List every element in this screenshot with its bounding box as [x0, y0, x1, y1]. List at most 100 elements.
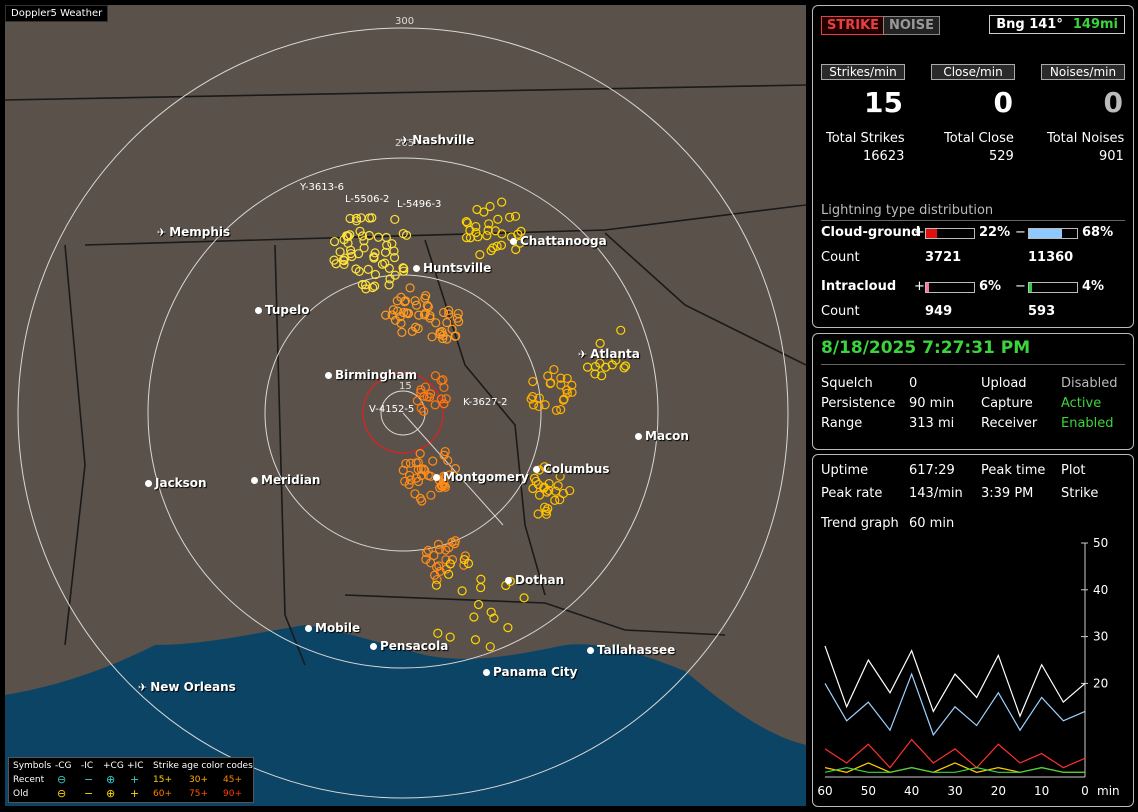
legend-age-code: 60+ — [153, 789, 172, 799]
uptime-label: Uptime — [821, 463, 869, 478]
legend-old-neg-ic-icon: − — [84, 787, 94, 800]
strike-marker — [412, 396, 422, 406]
cg-positive-pct: 22% — [979, 225, 1011, 240]
strike-marker — [443, 455, 453, 466]
strike-marker — [435, 329, 445, 339]
trend-panel: Uptime 617:29 Peak time Plot Peak rate 1… — [812, 454, 1134, 807]
bearing-readout: Bng 141° 149mi — [989, 15, 1125, 34]
strike-marker — [540, 502, 550, 512]
city-label: Memphis — [169, 225, 231, 239]
strike-marker — [450, 464, 460, 474]
strikes-per-min-button[interactable]: Strikes/min — [821, 64, 905, 80]
strike-marker — [440, 482, 451, 492]
plot-value[interactable]: Strike — [1061, 486, 1099, 501]
strike-marker — [470, 635, 481, 645]
peak-time-label: Peak time — [981, 463, 1046, 478]
noises-per-min-button[interactable]: Noises/min — [1041, 64, 1125, 80]
lightning-map[interactable]: Doppler5 Weather 300 205 15 ✈ Nashville ✈ M… — [5, 5, 806, 806]
strike-marker — [369, 252, 379, 262]
upload-value[interactable]: Disabled — [1061, 376, 1118, 391]
legend-recent-label: Recent — [13, 775, 45, 785]
strike-marker — [590, 369, 600, 379]
strike-marker — [556, 373, 566, 383]
legend-age-code: 75+ — [189, 789, 208, 799]
noise-mode-button[interactable]: NOISE — [883, 16, 941, 35]
range-value[interactable]: 313 mi — [909, 416, 955, 431]
x-tick-label: 50 — [861, 784, 876, 798]
cg-count-label: Count — [821, 250, 860, 265]
bearing-value: Bng 141° — [996, 17, 1063, 32]
legend-recent-pos-cg-icon: ⊕ — [106, 773, 116, 786]
city-label: Birmingham — [335, 368, 418, 382]
city-label: Jackson — [155, 476, 207, 490]
squelch-value[interactable]: 0 — [909, 376, 918, 391]
city-dot-icon — [635, 433, 642, 440]
strike-marker — [429, 550, 439, 561]
capture-label: Capture — [981, 396, 1033, 411]
strike-marker — [439, 481, 450, 491]
strike-marker — [549, 364, 559, 375]
airport-icon: ✈ — [578, 348, 588, 361]
peak-rate-label: Peak rate — [821, 486, 883, 501]
strike-markers — [329, 197, 631, 652]
strike-marker — [442, 317, 452, 328]
city-label: Atlanta — [590, 347, 640, 361]
strike-marker — [356, 213, 366, 223]
strike-marker — [438, 333, 448, 344]
city-marker: ✈ Memphis — [157, 225, 230, 239]
strike-marker — [426, 490, 436, 500]
strike-marker — [516, 226, 526, 236]
strike-marker — [460, 551, 470, 561]
stats-panel: STRIKE NOISE Bng 141° 149mi Strikes/min C… — [812, 5, 1134, 328]
strike-marker — [407, 326, 417, 336]
strike-marker — [493, 214, 503, 224]
strike-marker — [550, 495, 560, 505]
legend-header: +IC — [127, 761, 144, 771]
strike-marker — [359, 243, 369, 253]
legend-age-label: Strike age color codes — [153, 761, 253, 771]
city-marker: Macon — [635, 429, 689, 443]
strike-marker — [420, 308, 430, 319]
strike-marker — [504, 212, 515, 222]
city-marker: Chattanooga — [510, 234, 607, 248]
city-dot-icon — [433, 474, 440, 481]
strike-marker — [345, 213, 355, 224]
noises-per-min-value: 0 — [1103, 86, 1123, 119]
city-dot-icon — [510, 238, 517, 245]
strike-marker — [434, 544, 445, 554]
trend-graph-span[interactable]: 60 min — [909, 516, 955, 531]
strike-marker — [597, 371, 607, 381]
intracloud-label: Intracloud — [821, 279, 897, 294]
strike-marker — [492, 241, 502, 251]
city-label: Columbus — [543, 462, 610, 476]
strike-marker — [551, 405, 562, 415]
city-marker: Panama City — [483, 665, 577, 679]
storm-label: L-5506-2 — [345, 194, 390, 205]
strike-marker — [401, 308, 412, 318]
total-strikes-label: Total Strikes — [826, 131, 905, 146]
strike-marker — [363, 264, 373, 274]
bearing-distance: 149mi — [1072, 17, 1118, 32]
strike-marker — [434, 561, 444, 571]
legend-age-code: 15+ — [153, 775, 172, 785]
persistence-value[interactable]: 90 min — [909, 396, 955, 411]
close-per-min-button[interactable]: Close/min — [931, 64, 1015, 80]
strike-marker — [496, 240, 507, 250]
strike-marker — [439, 307, 449, 318]
legend-old-neg-cg-icon: ⊖ — [57, 787, 67, 800]
strike-marker — [486, 246, 496, 256]
city-dot-icon — [483, 669, 490, 676]
strike-marker — [370, 248, 380, 258]
strike-marker — [380, 247, 391, 258]
strike-marker — [390, 270, 400, 280]
strike-marker — [556, 404, 566, 415]
capture-value[interactable]: Active — [1061, 396, 1102, 411]
strike-marker — [355, 226, 365, 236]
city-dot-icon — [413, 265, 420, 272]
receiver-value[interactable]: Enabled — [1061, 416, 1114, 431]
bearing-line — [402, 412, 504, 526]
state-borders — [5, 84, 806, 666]
squelch-label: Squelch — [821, 376, 873, 391]
symbol-legend: Symbols -CG -IC +CG +IC Strike age color… — [8, 757, 254, 803]
strike-mode-button[interactable]: STRIKE — [821, 16, 886, 35]
